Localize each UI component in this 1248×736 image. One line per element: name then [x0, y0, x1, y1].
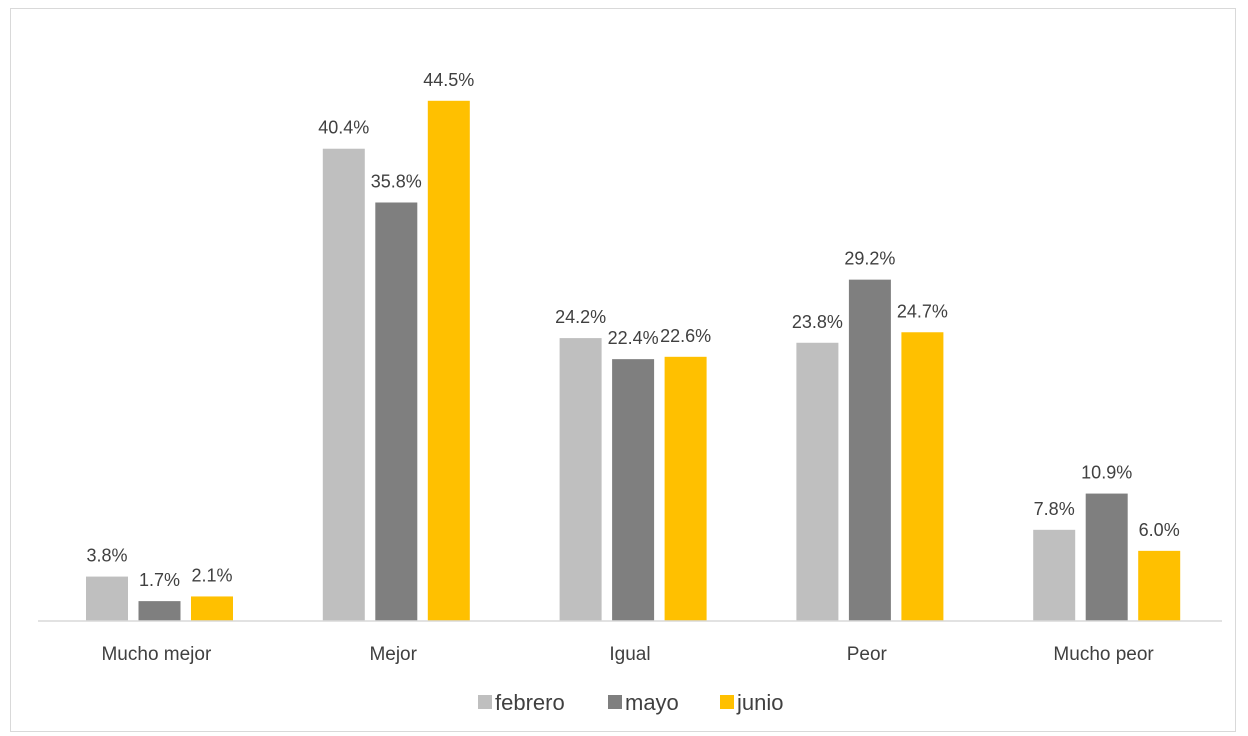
bar-junio-3: [901, 332, 944, 621]
value-label-junio-2: 22.6%: [660, 326, 711, 346]
bar-junio-2: [664, 356, 707, 621]
value-label-febrero-3: 23.8%: [792, 312, 843, 332]
legend-label-junio: junio: [736, 690, 783, 715]
bar-junio-1: [427, 100, 470, 622]
category-label-2: Igual: [609, 644, 650, 665]
value-label-mayo-2: 22.4%: [608, 328, 659, 348]
bar-mayo-2: [612, 359, 655, 621]
value-labels-layer: 3.8% 1.7% 2.1% 40.4% 35.8% 44.5% 24.2%22.4% 22.…: [86, 70, 1179, 590]
category-label-3: Peor: [847, 644, 888, 665]
bar-febrero-4: [1033, 529, 1076, 621]
bar-febrero-1: [322, 148, 365, 621]
value-label-febrero-0: 3.8%: [86, 546, 127, 566]
bars-layer: [86, 100, 1181, 622]
category-labels-layer: Mucho mejor Mejor Igual Peor Mucho peor: [101, 644, 1154, 665]
value-label-mayo-1: 35.8%: [371, 171, 422, 191]
bar-junio-4: [1138, 550, 1181, 621]
bar-febrero-2: [559, 338, 602, 621]
legend-swatch-febrero: [478, 695, 492, 709]
value-label-mayo-0: 1.7%: [139, 570, 180, 590]
category-label-1: Mejor: [369, 644, 417, 665]
bar-mayo-1: [375, 202, 418, 622]
value-label-mayo-4: 10.9%: [1081, 463, 1132, 483]
bar-mayo-0: [138, 601, 181, 621]
legend-label-febrero: febrero: [495, 690, 565, 715]
category-label-4: Mucho peor: [1053, 644, 1154, 665]
value-label-junio-3: 24.7%: [897, 301, 948, 321]
legend-swatch-mayo: [608, 695, 622, 709]
legend-label-mayo: mayo: [625, 690, 679, 715]
value-label-febrero-2: 24.2%: [555, 307, 606, 327]
bar-mayo-4: [1085, 493, 1128, 621]
value-label-junio-0: 2.1%: [191, 565, 232, 585]
legend: febrero mayo junio: [478, 690, 783, 715]
bar-febrero-0: [86, 576, 128, 621]
value-label-febrero-1: 40.4%: [318, 118, 369, 138]
value-label-junio-4: 6.0%: [1139, 520, 1180, 540]
bar-junio-0: [191, 596, 233, 621]
value-label-mayo-3: 29.2%: [844, 249, 895, 269]
bar-mayo-3: [848, 279, 891, 621]
bar-febrero-3: [796, 342, 839, 621]
legend-swatch-junio: [720, 695, 734, 709]
value-label-febrero-4: 7.8%: [1034, 499, 1075, 519]
category-label-0: Mucho mejor: [101, 644, 211, 665]
value-label-junio-1: 44.5%: [423, 70, 474, 90]
